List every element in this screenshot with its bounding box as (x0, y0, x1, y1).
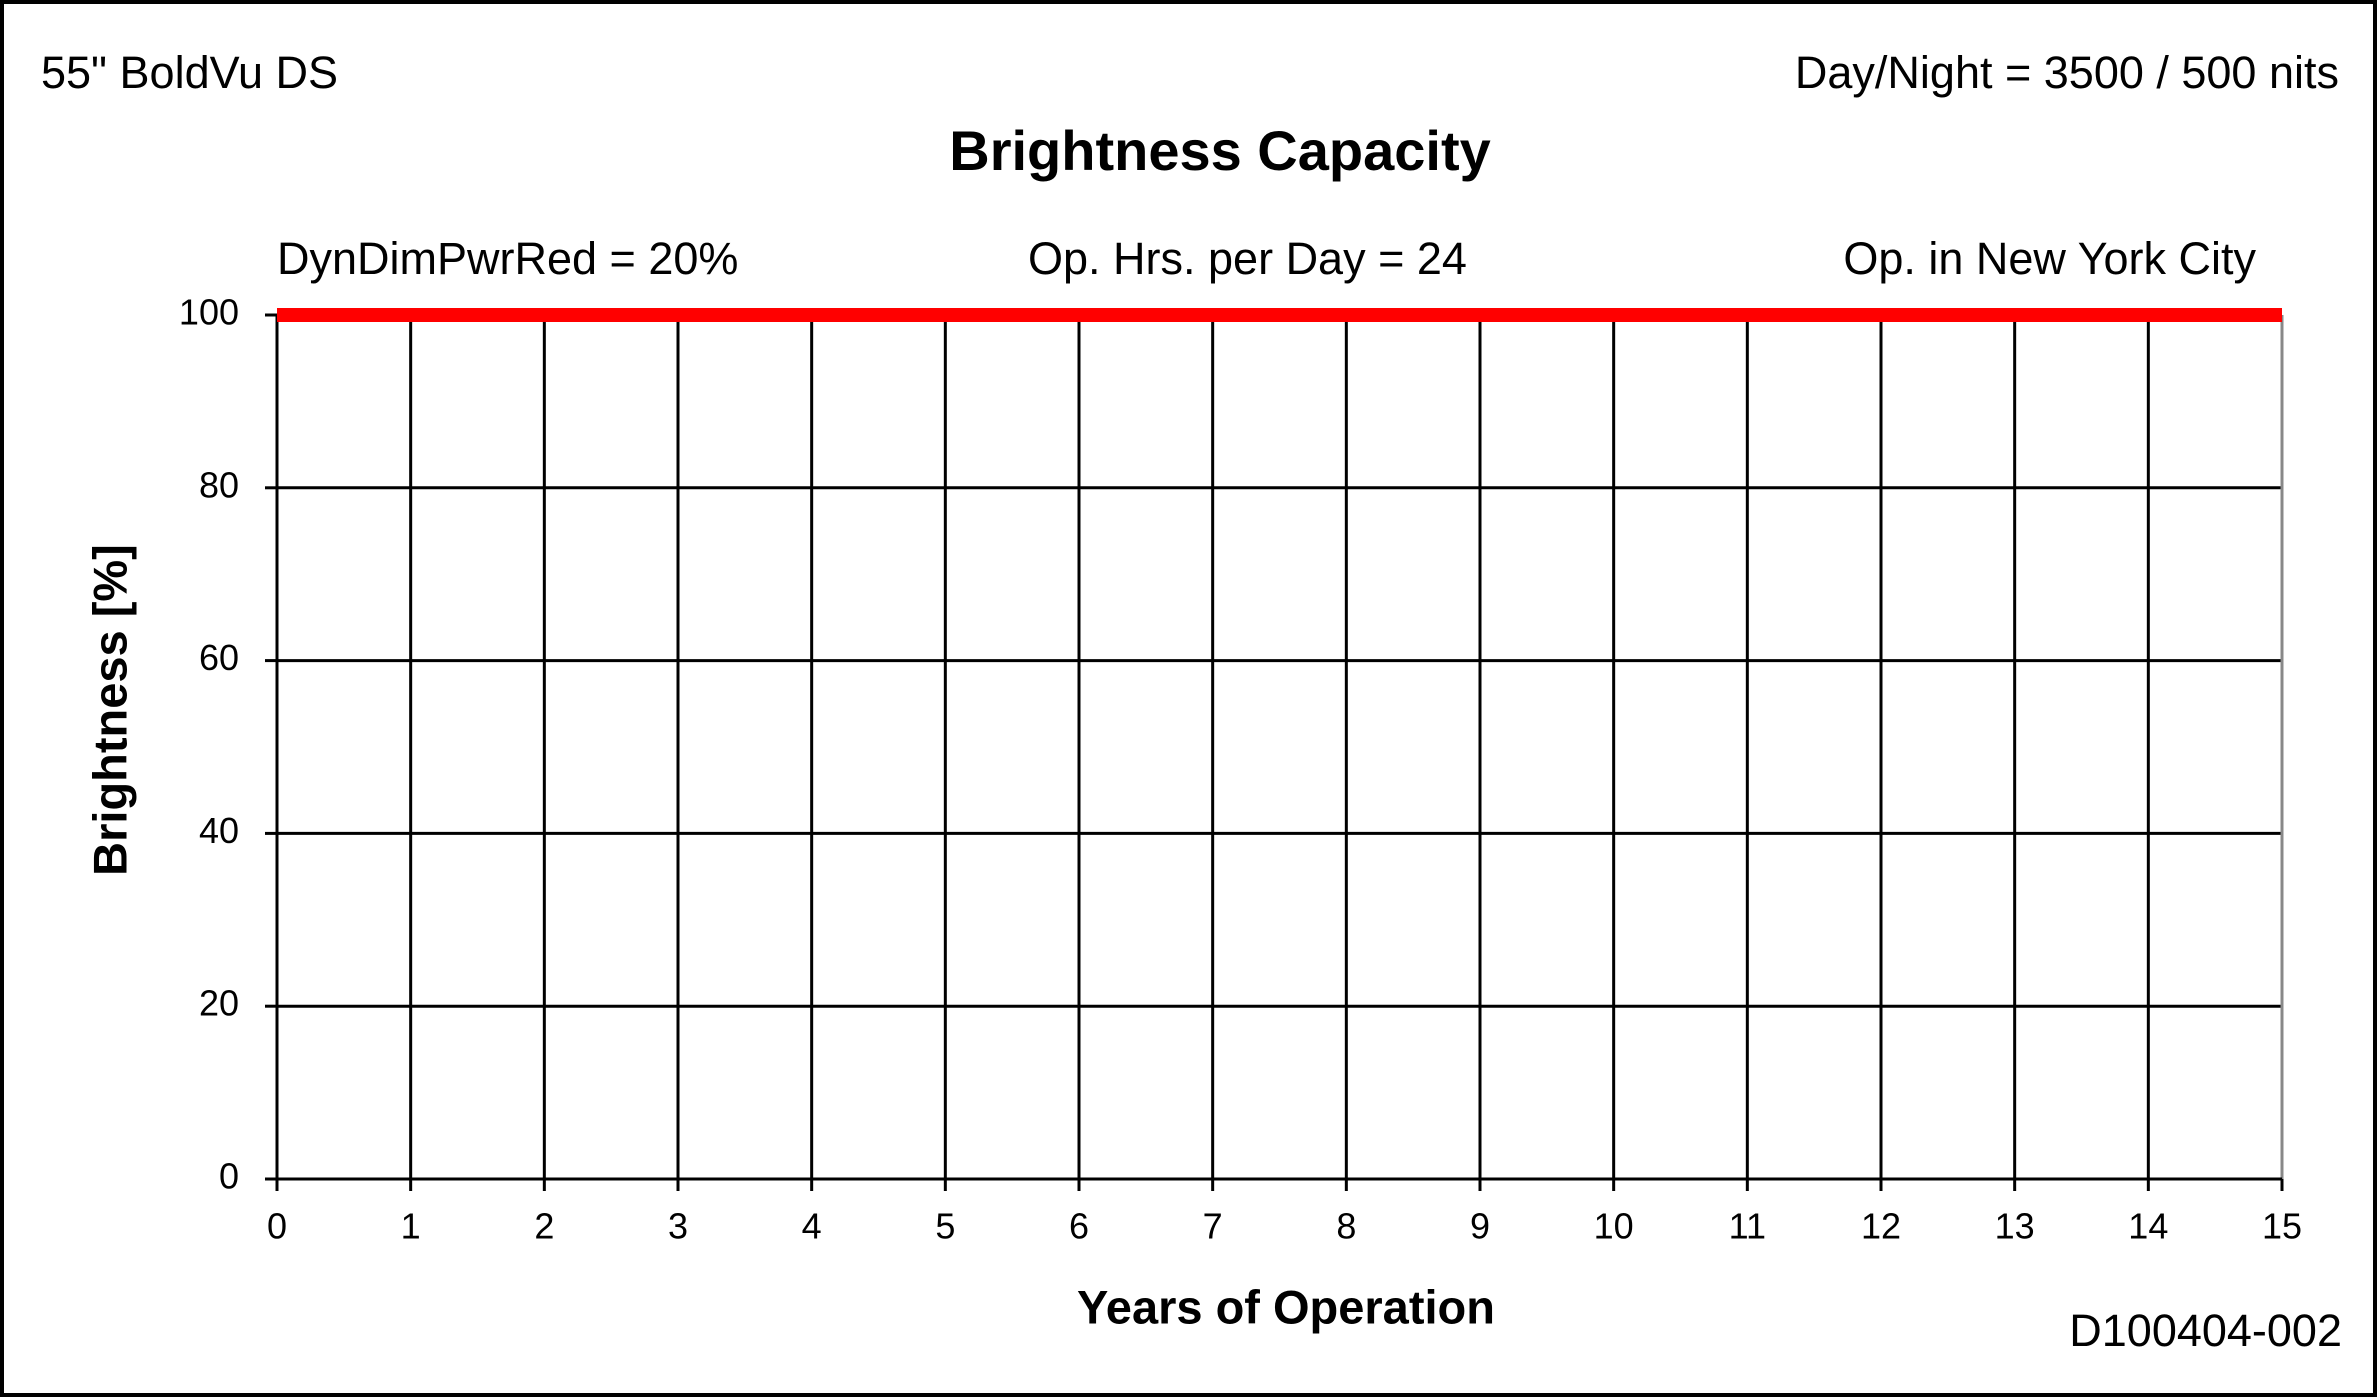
x-tick-label: 0 (267, 1206, 287, 1247)
annotation: DynDimPwrRed = 20% (277, 233, 738, 284)
x-tick-label: 11 (1729, 1206, 1766, 1247)
chart-title: Brightness Capacity (949, 119, 1491, 182)
y-tick-label: 40 (199, 810, 239, 851)
x-tick-label: 2 (534, 1206, 554, 1247)
x-tick-label: 10 (1594, 1206, 1634, 1247)
x-tick-label: 1 (401, 1206, 421, 1247)
x-tick-label: 15 (2262, 1206, 2302, 1247)
annotation: Op. in New York City (1843, 233, 2256, 284)
y-tick-label: 0 (219, 1156, 239, 1197)
x-tick-label: 12 (1861, 1206, 1901, 1247)
y-tick-label: 80 (199, 464, 239, 505)
annotation: Op. Hrs. per Day = 24 (1028, 233, 1467, 284)
x-tick-label: 3 (668, 1206, 688, 1247)
x-tick-label: 13 (1995, 1206, 2035, 1247)
x-tick-label: 14 (2128, 1206, 2168, 1247)
x-tick-label: 8 (1336, 1206, 1356, 1247)
footnote: D100404-002 (2069, 1305, 2342, 1356)
y-tick-label: 100 (179, 292, 239, 333)
x-tick-label: 6 (1069, 1206, 1089, 1247)
x-axis-label: Years of Operation (1077, 1280, 1495, 1333)
x-tick-label: 9 (1470, 1206, 1490, 1247)
x-tick-label: 4 (802, 1206, 822, 1247)
y-tick-label: 60 (199, 637, 239, 678)
x-tick-label: 5 (935, 1206, 955, 1247)
y-axis-label: Brightness [%] (83, 544, 136, 876)
y-tick-label: 20 (199, 983, 239, 1024)
subtitle-left: 55" BoldVu DS (41, 47, 338, 98)
subtitle-right: Day/Night = 3500 / 500 nits (1795, 47, 2339, 98)
x-tick-label: 7 (1203, 1206, 1223, 1247)
